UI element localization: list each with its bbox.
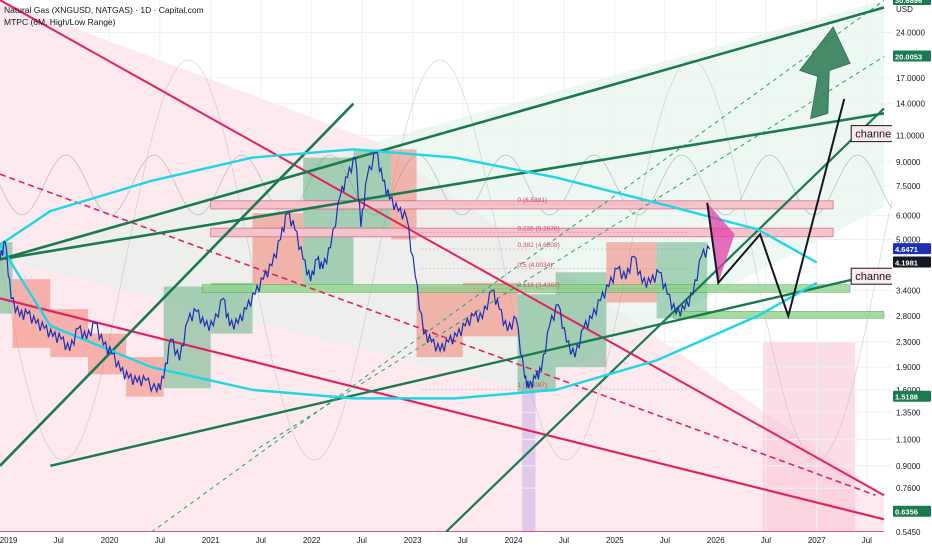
channel-label: channel 2 [855,271,903,283]
x-tick-label: Jul [256,536,266,545]
range-box [416,286,463,358]
resistance-rail-top [210,200,834,210]
y-tick-label: 1.3500 [896,408,921,417]
x-tick-label: 2027 [808,536,826,545]
x-tick-label: 2025 [606,536,624,545]
y-tick-label: 0.5450 [896,528,921,537]
price-tag: 30.6896 [895,0,922,5]
steep-trend-line [0,102,355,467]
price-tag: 4.1981 [895,259,918,268]
x-tick-label: Jul [357,536,367,545]
indicator-label: MTPC (6M, High/Low Range) [4,17,116,27]
price-tag: 0.6356 [895,508,918,517]
y-tick-label: 9.0000 [896,158,921,167]
x-tick-label: Jul [862,536,872,545]
x-tick-label: 2024 [505,536,523,545]
cyan-arc-lower [0,244,818,400]
price-tag-bg [893,0,931,5]
bearish-channel-upper [0,0,885,497]
y-tick-label: 14.0000 [896,100,925,109]
range-box [163,286,211,389]
time-axis[interactable]: 2019 Jul 2020 Jul 2021 Jul 2022 Jul 2023 Jul 2024 J… [0,536,872,545]
fib-label: 0.236 (5.2678) [517,226,559,233]
range-box [606,242,657,303]
dashed-green-line [151,0,885,532]
x-tick-label: 2020 [101,536,119,545]
price-tag-bg [893,505,931,517]
channel-2-line [50,271,885,467]
y-tick-label: 5.0000 [896,235,921,244]
y-tick-label: 1.6000 [896,386,921,395]
fib-label: 0 (6.5381) [517,197,547,204]
fast-cycle-wave [0,154,892,216]
x-tick-label: Jul [761,536,771,545]
x-tick-label: 2021 [202,536,220,545]
projection-drawings [706,26,851,320]
support-rail-upper [201,284,851,293]
x-tick-label: Jul [559,536,569,545]
fibonacci-levels: 0 (6.5381) 0.236 (5.2678) 0.382 (4.6508) 0.… [201,197,885,390]
x-tick-label: 2022 [303,536,321,545]
price-tag-bg [893,256,931,268]
price-series [0,151,711,394]
chart-title: Natural Gas (XNGUSD, NATGAS) · 1D · Capi… [4,5,204,15]
y-tick-label: 6.0000 [896,211,921,220]
big-up-arrow [799,26,851,120]
x-tick-label: 2019 [0,536,18,545]
x-tick-label: 2023 [404,536,422,545]
y-tick-label: 0.9000 [896,462,921,471]
channel-1-upper [0,6,885,261]
x-tick-label: 2026 [707,536,725,545]
cyan-arc-upper [0,148,818,264]
y-tick-label: 0.7600 [896,484,921,493]
support-rail-lower [673,311,885,319]
price-tag-bg [893,390,931,402]
range-box [12,279,51,348]
background-shading [0,0,884,532]
plot-area[interactable]: 0 (6.5381) 0.236 (5.2678) 0.382 (4.6508) 0.… [0,0,915,532]
price-axis[interactable]: 24.0000 17.0000 14.0000 11.0000 9.0000 7.5000… [893,0,931,537]
y-tick-label: 3.4000 [896,286,921,295]
fib-label: 0.382 (4.6508) [517,242,559,249]
trend-lines [0,0,885,532]
fib-label: 0.5 (4.0034) [517,262,552,269]
lower-trend-line [445,107,885,532]
fib-label: 0.618 (3.4382) [517,282,559,289]
channel-labels: channel 1 channel 2 [850,125,903,285]
projection-path [706,98,846,320]
x-tick-label: Jul [660,536,670,545]
x-tick-label: Jul [155,536,165,545]
projection-triangle [707,202,735,283]
price-line [0,151,711,394]
forecast-shade [762,341,856,532]
y-tick-label: 1.9000 [896,363,921,372]
y-tick-label: 17.0000 [896,74,925,83]
price-tag: 20.0053 [895,52,922,61]
y-tick-label: 7.5000 [896,182,921,191]
x-tick-label: Jul [458,536,468,545]
x-tick-label: Jul [54,536,64,545]
price-tag: 4.6471 [895,245,918,254]
channel-1-lower [0,112,885,261]
price-tag: 1.5188 [895,393,918,402]
y-tick-label: 11.0000 [896,131,925,140]
bearish-channel-mid [0,297,885,521]
axis-unit-label: USD [896,5,913,14]
channel-label-box [850,125,892,143]
channel-label: channel 1 [855,129,903,141]
y-tick-label: 24.0000 [896,28,925,37]
channel-label-box [850,267,892,285]
highlight-band [522,388,536,532]
y-tick-label: 2.3000 [896,338,921,347]
y-tick-label: 1.1000 [896,435,921,444]
price-tag-bg [893,50,931,62]
y-tick-label: 2.8000 [896,312,921,321]
price-tag-bg [893,243,931,255]
bearish-dash-line [0,173,876,496]
